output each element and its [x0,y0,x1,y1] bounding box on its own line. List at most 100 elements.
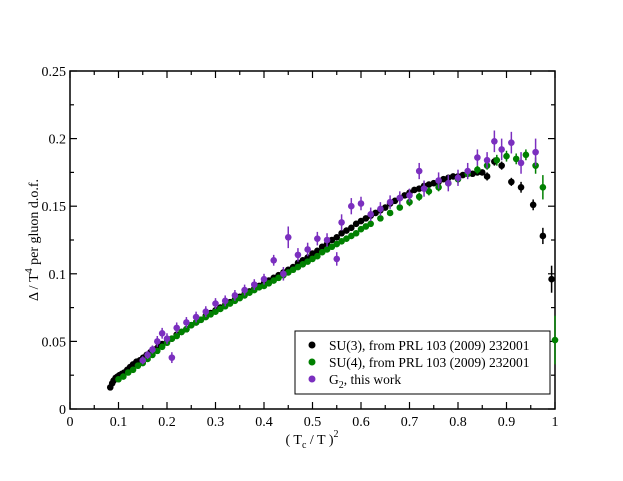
data-point-su3 [338,229,345,237]
data-point-su4 [294,263,302,271]
axis-ticks [69,70,556,410]
data-point-su4 [226,300,234,307]
y-tick-label: 0.25 [42,65,67,80]
data-point-su4 [503,152,510,160]
data-point-su3 [362,215,370,222]
data-point-su4 [309,255,316,263]
data-point-su4 [207,311,214,318]
data-point-su3 [348,224,355,232]
data-point-g2 [474,154,481,161]
data-point-su3 [483,173,491,180]
data-point-su3 [548,275,555,283]
data-point-su4 [202,313,210,321]
data-point-g2 [158,329,166,337]
data-point-g2 [284,233,292,241]
data-point-g2 [168,354,176,361]
data-point-su4 [129,366,137,374]
data-point-su3 [309,250,316,257]
legend-marker-su4 [308,358,316,366]
data-point-su3 [529,201,537,209]
data-point-su4 [173,332,180,340]
data-point-su3 [415,185,423,192]
data-point-su4 [115,375,122,383]
data-point-g2 [231,292,239,299]
data-point-g2 [396,194,404,202]
data-point-g2 [357,200,365,207]
data-point-su4 [314,252,321,260]
data-point-g2 [338,219,345,226]
data-point-g2 [192,313,200,321]
x-axis-title: ( Tc / T )2 [285,429,338,451]
data-point-g2 [348,202,355,210]
data-point-su4 [134,362,142,370]
data-point-g2 [491,138,498,145]
data-point-g2 [270,256,278,264]
legend-label-g2: G2, this work [329,372,401,391]
data-point-su3 [333,233,341,241]
data-point-g2 [367,211,375,218]
x-tick-label: 0.2 [158,415,176,430]
y-tick-label: 0.2 [49,133,67,148]
data-point-su4 [168,335,176,342]
data-point-su4 [415,193,423,201]
data-point-g2 [294,251,302,259]
data-point-su3 [352,220,360,228]
data-point-g2 [464,167,472,175]
x-tick-label: 0 [67,415,74,430]
data-point-su4 [217,305,224,313]
data-point-su4 [158,343,166,351]
data-point-su3 [508,178,515,186]
legend-marker-su3 [308,341,316,349]
legend-label-su4: SU(4), from PRL 103 (2009) 232001 [329,355,530,370]
data-point-g2 [280,270,287,278]
data-point-g2 [149,346,156,353]
data-point-su4 [493,156,501,164]
data-point-g2 [420,185,428,192]
data-point-g2 [415,167,423,175]
data-point-g2 [251,281,258,288]
legend: SU(3), from PRL 103 (2009) 232001 SU(4),… [294,330,551,395]
data-point-g2 [163,335,171,342]
data-point-su4 [212,308,219,315]
data-point-g2 [304,246,311,253]
y-tick-label: 0.1 [49,268,67,283]
data-point-su4 [183,325,190,333]
data-point-su3 [401,192,408,199]
data-point-su4 [357,225,365,233]
data-point-g2 [377,205,384,213]
data-point-su3 [343,227,350,234]
data-point-g2 [202,308,210,315]
data-point-g2 [212,300,219,307]
data-point-su4 [270,277,278,284]
data-point-su4 [275,274,282,282]
data-point-g2 [221,297,229,305]
data-point-g2 [483,156,491,164]
x-tick-label: 0.9 [498,415,516,430]
legend-label-su3: SU(3), from PRL 103 (2009) 232001 [329,338,530,353]
x-tick-labels: 0 0.1 0.2 0.3 0.4 0.5 0.6 0.7 0.8 0.9 1 [67,415,559,430]
y-tick-label: 0.05 [42,335,67,350]
data-point-g2 [260,275,268,283]
data-point-g2 [532,148,539,156]
data-marks [106,130,559,391]
data-point-su3 [539,232,547,240]
data-point-g2 [517,159,525,167]
data-point-g2 [144,351,151,359]
data-point-su4 [367,220,375,228]
data-point-g2 [406,192,413,199]
data-point-su3 [318,243,326,251]
data-point-su4 [386,209,394,217]
data-point-su4 [149,351,156,359]
data-point-su4 [551,336,559,344]
data-point-g2 [173,324,180,332]
y-tick-labels: 0 0.05 0.1 0.15 0.2 0.25 [42,65,67,418]
data-point-su3 [357,217,365,225]
data-point-su4 [333,240,341,248]
data-point-g2 [323,236,331,244]
data-point-su4 [512,155,520,163]
data-point-su4 [124,369,132,376]
data-point-g2 [314,235,321,242]
data-point-g2 [139,357,147,364]
data-point-su4 [338,238,345,245]
